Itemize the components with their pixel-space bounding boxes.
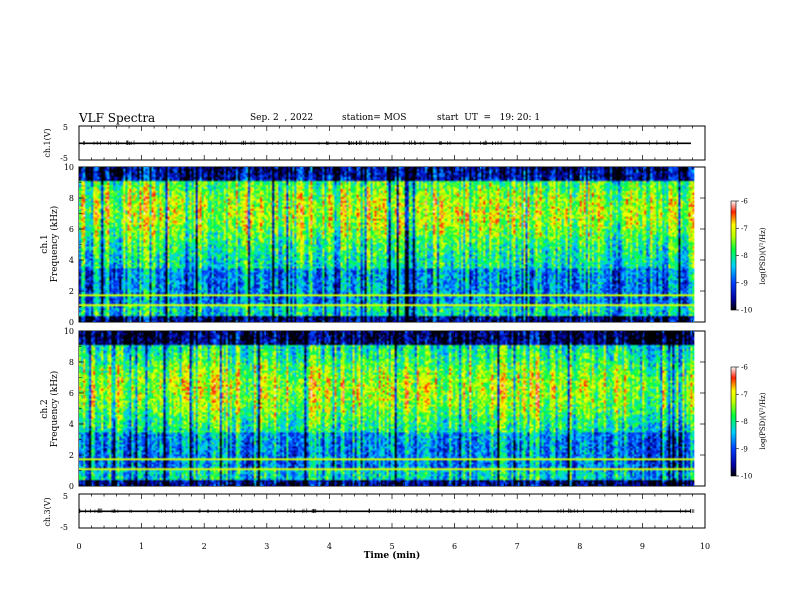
- ch2-spectrogram-image: [79, 331, 695, 486]
- ch1-waveform-jitter: [83, 140, 678, 145]
- colorbar-tick-label--8: -8: [741, 252, 748, 260]
- ch1-colorbar-label: log(PSD)(V²/Hz): [759, 227, 767, 284]
- colorbar-tick-label--6: -6: [741, 364, 748, 372]
- start-time-label: start UT = 19: 20: 1: [437, 113, 541, 123]
- time-axis-tick-labels: 0 1 2 3 4 5 6 7 8 9 10: [76, 542, 710, 551]
- colorbar-tick-label--6: -6: [741, 198, 748, 206]
- y-tick-label-6: 6: [69, 225, 74, 234]
- date-label: Sep. 2 , 2022: [250, 113, 314, 123]
- colorbar-tick-label--7: -7: [741, 391, 748, 399]
- ch1-ytick-5: 5: [63, 123, 68, 132]
- colorbar-tick-label--10: -10: [741, 473, 752, 481]
- y-tick-label-6: 6: [69, 389, 74, 398]
- colorbar-tick-label--10: -10: [741, 307, 752, 315]
- station-label: station= MOS: [342, 113, 407, 123]
- colorbar-tick-label--9: -9: [741, 279, 748, 287]
- x-tick-label-6: 6: [452, 542, 457, 551]
- ch1-waveform-ylabel: ch.1(V): [43, 128, 52, 157]
- ch2-colorbar-gradient: [730, 366, 737, 477]
- ch1-spectrogram-ylabel-channel: ch.1: [40, 234, 50, 253]
- ch3-waveform-panel: 5 -5 ch.3(V): [43, 492, 706, 532]
- y-tick-label-0: 0: [69, 482, 74, 491]
- y-tick-label-0: 0: [69, 318, 74, 327]
- ch2-spectrogram-ylabel-channel: ch.2: [40, 399, 50, 418]
- y-tick-label-8: 8: [69, 358, 74, 367]
- y-tick-label-2: 2: [69, 287, 74, 296]
- ch2-colorbar-ticks: -6 -7 -8 -9 -10: [736, 364, 752, 481]
- ch1-waveform-panel: 5 -5 ch.1(V): [43, 123, 706, 163]
- colorbar-tick-label--9: -9: [741, 445, 748, 453]
- ch2-spectrogram-panel: 0 2 4 6 8 10 ch.2 Frequency (kHz): [40, 327, 706, 491]
- ch1-colorbar: -6 -7 -8 -9 -10 log(PSD)(V²/Hz): [730, 198, 767, 315]
- ch3-waveform-ylabel: ch.3(V): [43, 497, 52, 526]
- ch1-spectrogram-ylabel-frequency: Frequency (kHz): [49, 206, 60, 283]
- y-tick-label-10: 10: [64, 327, 74, 336]
- ch3-waveform-jitter: [79, 508, 695, 513]
- ch1-colorbar-gradient: [730, 200, 737, 311]
- ch2-colorbar: -6 -7 -8 -9 -10 log(PSD)(V²/Hz): [730, 364, 767, 481]
- x-tick-label-2: 2: [202, 542, 207, 551]
- x-tick-label-5: 5: [389, 542, 394, 551]
- ch1-ytick-neg5: -5: [60, 154, 68, 163]
- ch1-spectrogram-yticks: 0 2 4 6 8 10: [64, 163, 705, 327]
- x-tick-label-8: 8: [577, 542, 582, 551]
- ch1-spectrogram-image: [79, 167, 695, 322]
- ch3-ytick-5: 5: [63, 492, 68, 501]
- x-tick-label-7: 7: [515, 542, 520, 551]
- chart-title: VLF Spectra: [79, 111, 156, 125]
- y-tick-label-4: 4: [69, 420, 74, 429]
- x-tick-label-0: 0: [76, 542, 81, 551]
- ch2-colorbar-label: log(PSD)(V²/Hz): [759, 392, 767, 449]
- colorbar-tick-label--7: -7: [741, 225, 748, 233]
- time-axis-label: Time (min): [364, 550, 421, 561]
- x-tick-label-10: 10: [700, 542, 710, 551]
- time-axis-ticks: [78, 126, 706, 528]
- x-tick-label-3: 3: [264, 542, 269, 551]
- ch2-spectrogram-ylabel-frequency: Frequency (kHz): [49, 371, 60, 448]
- ch1-colorbar-ticks: -6 -7 -8 -9 -10: [736, 198, 752, 315]
- ch1-spectrogram-panel: 0 2 4 6 8 10 ch.1 Frequency (kHz): [40, 163, 706, 327]
- colorbar-tick-label--8: -8: [741, 418, 748, 426]
- x-tick-label-9: 9: [640, 542, 645, 551]
- y-tick-label-10: 10: [64, 163, 74, 172]
- y-tick-label-2: 2: [69, 451, 74, 460]
- ch3-ytick-neg5: -5: [60, 523, 68, 532]
- x-tick-label-4: 4: [327, 542, 332, 551]
- y-tick-label-4: 4: [69, 256, 74, 265]
- ch2-spectrogram-yticks: 0 2 4 6 8 10: [64, 327, 705, 491]
- y-tick-label-8: 8: [69, 194, 74, 203]
- x-tick-label-1: 1: [139, 542, 144, 551]
